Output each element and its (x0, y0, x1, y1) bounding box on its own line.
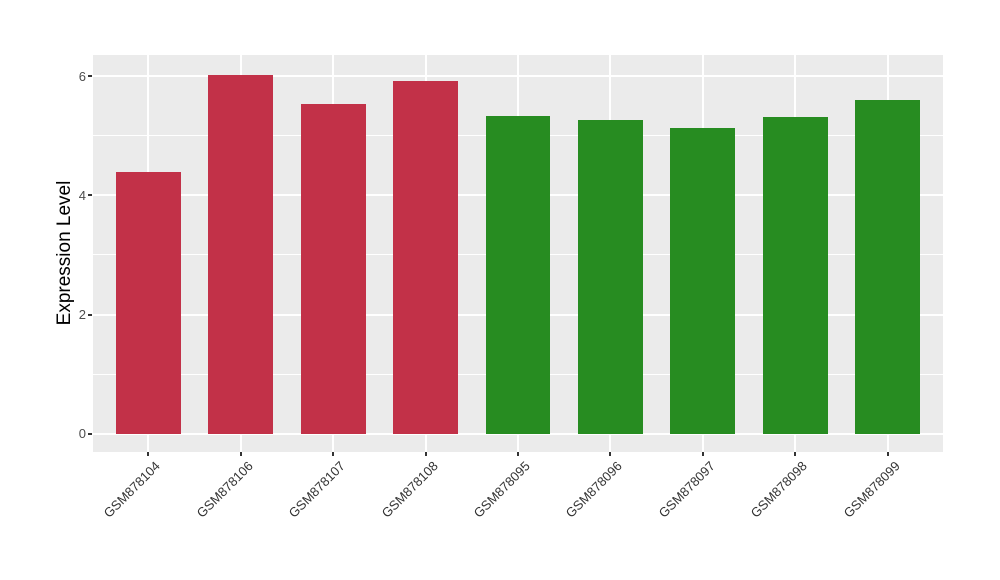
x-tick-mark (424, 452, 427, 456)
x-tick-mark (332, 452, 335, 456)
x-tick-label: GSM878096 (563, 458, 626, 521)
x-tick-mark (147, 452, 150, 456)
bar (393, 81, 458, 434)
bar (578, 120, 643, 434)
x-tick-label: GSM878095 (470, 458, 533, 521)
x-tick-mark (517, 452, 519, 456)
x-tick-label: GSM878106 (193, 458, 256, 521)
x-tick-label: GSM878108 (378, 458, 441, 521)
x-tick-label: GSM878097 (655, 458, 718, 521)
x-tick-mark (239, 452, 242, 456)
bar (670, 128, 736, 434)
plot-panel (93, 55, 943, 452)
x-tick-label: GSM878104 (101, 458, 164, 521)
bar (208, 75, 274, 434)
x-tick-mark (609, 452, 612, 456)
x-tick-mark (886, 452, 889, 456)
x-tick-label: GSM878098 (747, 458, 811, 521)
y-axis-title: Expression Level (54, 180, 75, 326)
x-tick-label: GSM878107 (285, 458, 349, 521)
bar (485, 115, 551, 434)
y-tick-mark (88, 432, 92, 435)
y-tick-mark (88, 75, 92, 78)
y-tick-label: 4 (78, 187, 86, 203)
y-tick-mark (88, 313, 92, 316)
bar (762, 117, 828, 434)
bar (855, 99, 920, 434)
y-tick-label: 2 (78, 307, 86, 322)
x-tick-label: GSM878099 (840, 458, 903, 521)
bar (300, 103, 366, 434)
y-tick-label: 0 (78, 426, 86, 442)
x-tick-mark (701, 452, 704, 456)
y-tick-label: 6 (78, 68, 86, 84)
bar (116, 171, 181, 434)
y-tick-mark (88, 194, 92, 197)
x-tick-mark (794, 452, 797, 456)
